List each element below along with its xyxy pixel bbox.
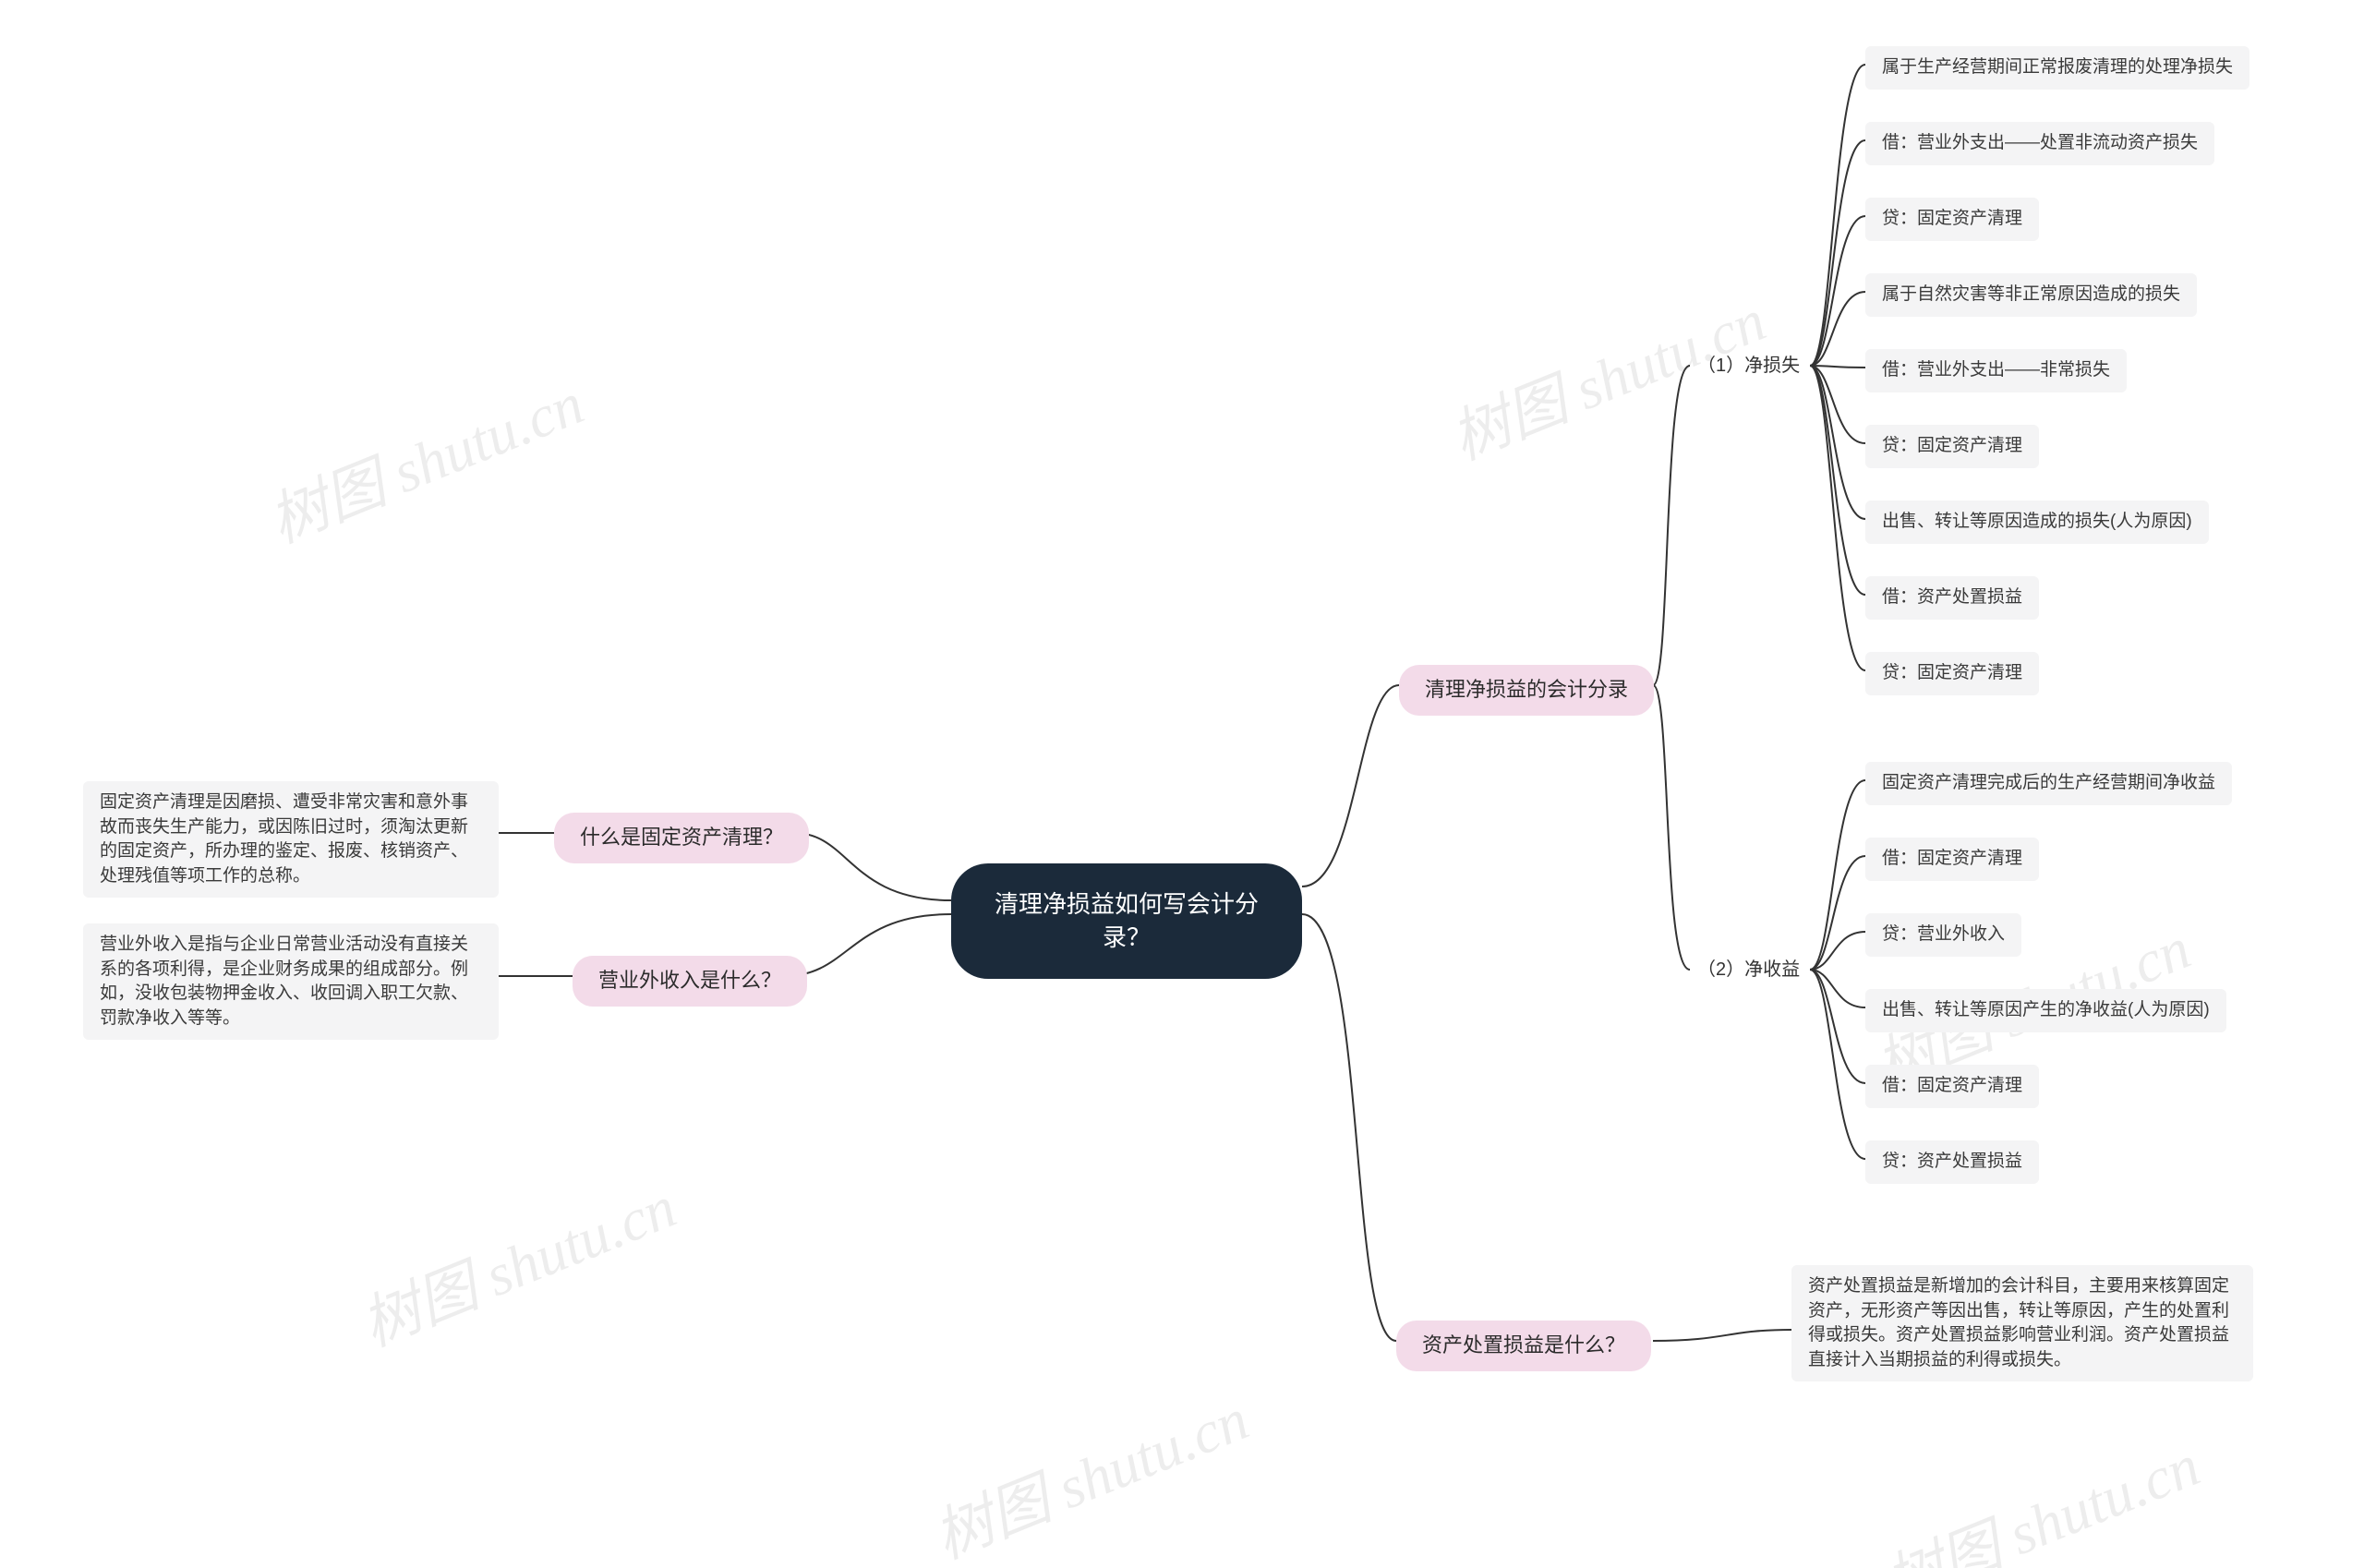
desc-non-operating-income: 营业外收入是指与企业日常营业活动没有直接关系的各项利得，是企业财务成果的组成部分… [83,923,499,1040]
loss-item: 属于生产经营期间正常报废清理的处理净损失 [1865,46,2249,90]
loss-item: 贷：固定资产清理 [1865,198,2039,241]
loss-item: 借：营业外支出——处置非流动资产损失 [1865,122,2214,165]
root-line1: 清理净损益如何写会计分 [988,887,1265,921]
sub-net-gain: （2）净收益 [1690,953,1807,986]
loss-item: 借：资产处置损益 [1865,576,2039,620]
desc-disposal-gain-loss: 资产处置损益是新增加的会计科目，主要用来核算固定资产，无形资产等因出售，转让等原… [1791,1265,2253,1381]
gain-item: 出售、转让等原因产生的净收益(人为原因) [1865,989,2226,1032]
loss-item: 贷：固定资产清理 [1865,425,2039,468]
root-node: 清理净损益如何写会计分 录？ [951,863,1302,979]
watermark: 树图 shutu.cn [1871,1418,2210,1568]
watermark: 树图 shutu.cn [920,1372,1259,1568]
loss-item: 属于自然灾害等非正常原因造成的损失 [1865,273,2197,317]
loss-item: 借：营业外支出——非常损失 [1865,349,2127,392]
desc-fixed-asset-cleanup: 固定资产清理是因磨损、遭受非常灾害和意外事故而丧失生产能力，或因陈旧过时，须淘汰… [83,781,499,898]
watermark: 树图 shutu.cn [347,1160,686,1363]
loss-item: 出售、转让等原因造成的损失(人为原因) [1865,501,2209,544]
branch-non-operating-income: 营业外收入是什么？ [573,956,807,1007]
loss-item: 贷：固定资产清理 [1865,652,2039,695]
sub-net-loss: （1）净损失 [1690,349,1807,382]
branch-accounting-entries: 清理净损益的会计分录 [1399,665,1654,716]
branch-fixed-asset-cleanup: 什么是固定资产清理？ [554,813,809,863]
branch-disposal-gain-loss: 资产处置损益是什么？ [1396,1321,1651,1371]
root-line2: 录？ [988,921,1265,954]
gain-item: 贷：资产处置损益 [1865,1140,2039,1184]
gain-item: 借：固定资产清理 [1865,1065,2039,1108]
gain-item: 借：固定资产清理 [1865,838,2039,881]
watermark: 树图 shutu.cn [255,356,594,560]
gain-item: 固定资产清理完成后的生产经营期间净收益 [1865,762,2232,805]
gain-item: 贷：营业外收入 [1865,913,2021,957]
